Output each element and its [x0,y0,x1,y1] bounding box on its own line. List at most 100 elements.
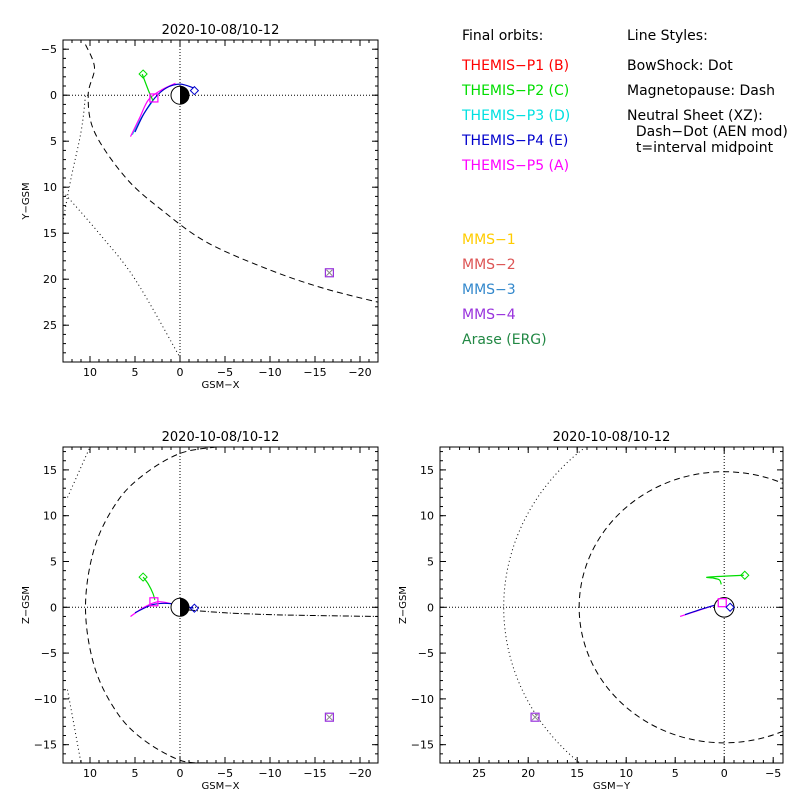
x-tick-label: 0 [177,767,184,780]
y-tick-label: 5 [427,555,434,568]
x-tick-label: −15 [303,767,326,780]
x-axis-label: GSM−Y [593,781,631,792]
x-tick-label: −5 [765,767,781,780]
orbit-themis-p2 [142,576,156,601]
y-tick-label: −10 [34,693,57,706]
legend-themis-p1: THEMIS−P1 (B) [462,58,570,74]
marker-mms-square [324,712,334,722]
legend-themis-p3: THEMIS−P3 (D) [462,108,571,124]
marker-square [149,93,159,103]
bow-shock-curve [63,191,181,358]
marker-mms-cross [326,713,333,721]
x-axis-label: GSM−X [202,380,240,391]
panel-yz: 2020-10-08/10-12 GSM−Y Z−GSM 25 20 15 10 5 0 −5 −1… [398,430,784,792]
y-tick-label: −5 [41,43,57,56]
y-tick-label: 0 [50,89,57,102]
earth-night-side [180,86,189,105]
x-tick-label: 5 [672,767,679,780]
y-tick-label: 25 [43,319,57,332]
y-axis-label: Z−GSM [398,586,409,624]
panel-xz: 2020-10-08/10-12 GSM−X Z−GSM 10 5 0 −5 −10 −15 −2… [21,430,379,792]
legend-arase: Arase (ERG) [462,332,547,348]
y-tick-label: 15 [43,464,57,477]
x-tick-label: 5 [132,767,139,780]
panel-plot-area [63,447,378,763]
x-tick-label: 25 [472,767,486,780]
legend-style-neutral-sheet: Neutral Sheet (XZ): [627,108,763,124]
magnetopause-curve [85,44,378,303]
y-axis-label: Z−GSM [21,586,32,624]
x-tick-label: −20 [348,366,371,379]
panel-title: 2020-10-08/10-12 [553,430,671,445]
y-tick-label: −15 [34,739,57,752]
panel-title: 2020-10-08/10-12 [162,430,280,445]
x-tick-label: 5 [132,366,139,379]
x-tick-label: 10 [83,767,97,780]
legend-themis-p5: THEMIS−P5 (A) [462,158,570,174]
legend-mms-2: MMS−2 [462,257,516,273]
marker-diamond [138,572,148,582]
legend-mms-3: MMS−3 [462,282,516,298]
y-tick-label: 10 [43,510,57,523]
orbit-themis-p3 [131,100,154,136]
earth-night-side [180,598,189,617]
legend-style-dash-dot: Dash−Dot (AEN mod) [627,124,788,140]
marker-mms-square [530,712,540,722]
y-tick-label: 0 [50,601,57,614]
x-tick-label: 10 [619,767,633,780]
x-tick-label: 0 [177,366,184,379]
legend-mms-1: MMS−1 [462,232,516,248]
x-tick-label: 15 [570,767,584,780]
y-tick-label: −10 [411,693,434,706]
y-tick-label: 15 [420,464,434,477]
marker-mms-square [324,268,334,278]
y-axis-label: Y−GSM [21,182,32,220]
x-tick-label: −10 [258,767,281,780]
marker-mms-cross [326,269,333,277]
x-axis-label: GSM−X [202,781,240,792]
marker-diamond [725,602,735,612]
panel-frame [62,39,379,363]
y-tick-label: −15 [411,739,434,752]
panel-plot-area [440,447,783,763]
panel-title: 2020-10-08/10-12 [162,23,280,38]
legend-styles-title: Line Styles: [627,28,708,44]
legend-mms-4: MMS−4 [462,307,516,323]
marker-mms-cross [531,713,539,721]
panel-plot-area [63,40,378,362]
y-tick-label: −5 [41,647,57,660]
y-tick-label: 5 [50,135,57,148]
orbit-themis-p2 [141,73,154,101]
y-tick-label: 0 [427,601,434,614]
bow-shock-curve [67,447,91,498]
legend-themis-p2: THEMIS−P2 (C) [462,83,570,99]
x-tick-label: −5 [217,366,233,379]
marker-square [149,597,159,607]
x-tick-label: 20 [521,767,535,780]
x-tick-label: −20 [348,767,371,780]
legend-themis-p4: THEMIS−P4 (E) [462,133,569,149]
magnetopause-curve [84,447,217,763]
y-tick-label: 10 [43,181,57,194]
panel-frame [439,446,784,764]
bow-shock-curve [67,689,82,763]
legend-style-bowshock: BowShock: Dot [627,58,733,74]
x-tick-label: −5 [217,767,233,780]
legend-style-midpoint: t=interval midpoint [627,140,774,156]
panel-frame [62,446,379,764]
marker-diamond [189,603,200,613]
y-tick-label: 15 [43,227,57,240]
magnetopause-curve [578,471,783,744]
legend-orbits-title: Final orbits: [462,28,544,44]
y-tick-label: 10 [420,510,434,523]
x-tick-label: −15 [303,366,326,379]
bow-shock-curve [503,447,587,763]
x-tick-label: 0 [721,767,728,780]
y-tick-label: 5 [50,555,57,568]
marker-diamond [138,69,148,79]
legend-style-magnetopause: Magnetopause: Dash [627,83,776,99]
y-tick-label: 20 [43,273,57,286]
marker-diamond [189,85,200,96]
panel-xy: 2020-10-08/10-12 GSM−X Y−GSM 10 5 0 −5 −10 −15 −2… [21,23,379,391]
